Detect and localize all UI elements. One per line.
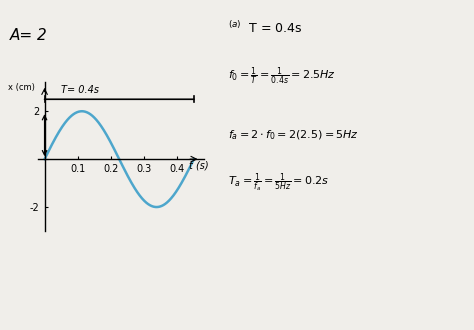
- Text: A= 2: A= 2: [9, 28, 47, 43]
- Text: T= 0.4s: T= 0.4s: [61, 85, 99, 95]
- Text: $f_a = 2 \cdot f_0 = 2(2.5) = 5Hz$: $f_a = 2 \cdot f_0 = 2(2.5) = 5Hz$: [228, 129, 358, 143]
- Text: $^{(a)}$  T = 0.4s: $^{(a)}$ T = 0.4s: [228, 20, 302, 36]
- Text: x (cm): x (cm): [8, 83, 35, 92]
- Text: $f_0 = \frac{1}{T} = \frac{1}{0.4s} = 2.5Hz$: $f_0 = \frac{1}{T} = \frac{1}{0.4s} = 2.…: [228, 65, 336, 87]
- Text: $T_a = \frac{1}{f_a} = \frac{1}{5Hz} = 0.2s$: $T_a = \frac{1}{f_a} = \frac{1}{5Hz} = 0…: [228, 171, 328, 194]
- Text: t (s): t (s): [189, 161, 209, 171]
